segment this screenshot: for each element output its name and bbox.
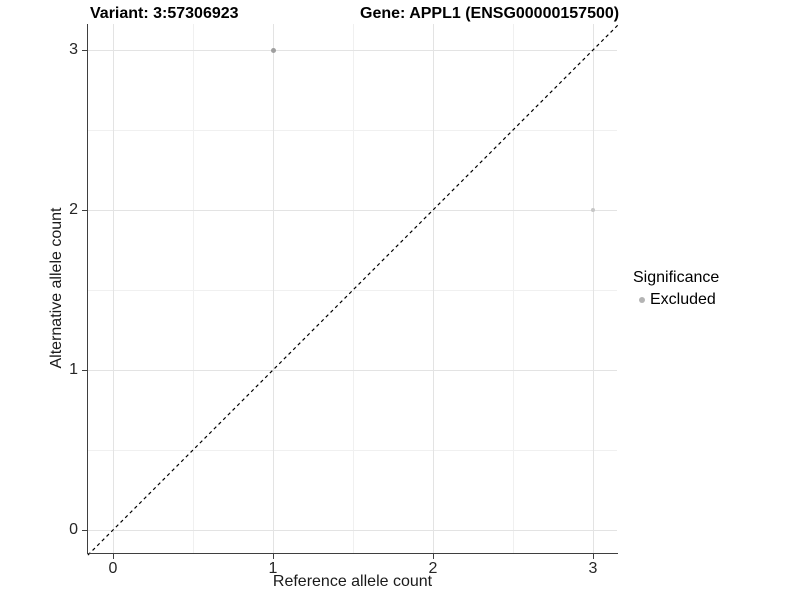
- gridline-minor-horizontal: [88, 290, 617, 291]
- x-axis-tick-label: 3: [588, 560, 598, 577]
- legend-key-dot-icon: [639, 297, 645, 303]
- data-point: [590, 207, 596, 213]
- y-axis-tick-label: 2: [69, 201, 78, 218]
- y-axis-tick-label: 0: [69, 521, 78, 538]
- x-axis-tick-label: 2: [428, 560, 438, 577]
- gridline-major-horizontal: [88, 210, 617, 211]
- y-axis-tick-label: 1: [69, 361, 78, 378]
- x-axis-tick: [273, 554, 274, 559]
- y-axis-tick: [82, 370, 87, 371]
- x-axis-title: Reference allele count: [272, 573, 433, 590]
- y-axis-tick: [82, 530, 87, 531]
- gridline-major-vertical: [593, 24, 594, 553]
- x-axis-line: [87, 553, 618, 554]
- x-axis-tick: [113, 554, 114, 559]
- x-axis-tick-label: 1: [268, 560, 278, 577]
- plot-panel: [88, 24, 617, 553]
- gridline-minor-horizontal: [88, 130, 617, 131]
- legend: Significance Excluded: [633, 267, 719, 310]
- gridline-major-vertical: [433, 24, 434, 553]
- x-axis-tick-label: 0: [108, 560, 118, 577]
- y-axis-line: [87, 24, 88, 554]
- gridline-major-vertical: [113, 24, 114, 553]
- gridline-major-horizontal: [88, 50, 617, 51]
- x-axis-tick: [593, 554, 594, 559]
- gridline-major-horizontal: [88, 370, 617, 371]
- gridline-major-vertical: [273, 24, 274, 553]
- y-axis-tick: [82, 210, 87, 211]
- y-axis-tick: [82, 50, 87, 51]
- plot-title-variant: Variant: 3:57306923: [90, 5, 239, 22]
- y-axis-title: Alternative allele count: [48, 207, 65, 369]
- x-axis-tick: [433, 554, 434, 559]
- y-axis-tick-label: 3: [69, 41, 78, 58]
- legend-item-label: Excluded: [650, 291, 716, 308]
- gridline-minor-vertical: [193, 24, 194, 553]
- gridline-minor-vertical: [353, 24, 354, 553]
- legend-title: Significance: [633, 269, 720, 286]
- gridline-minor-vertical: [513, 24, 514, 553]
- plot-title-gene: Gene: APPL1 (ENSG00000157500): [360, 5, 620, 22]
- legend-item-excluded: Excluded: [633, 290, 719, 310]
- gridline-minor-horizontal: [88, 450, 617, 451]
- gridline-major-horizontal: [88, 530, 617, 531]
- data-point: [270, 47, 276, 53]
